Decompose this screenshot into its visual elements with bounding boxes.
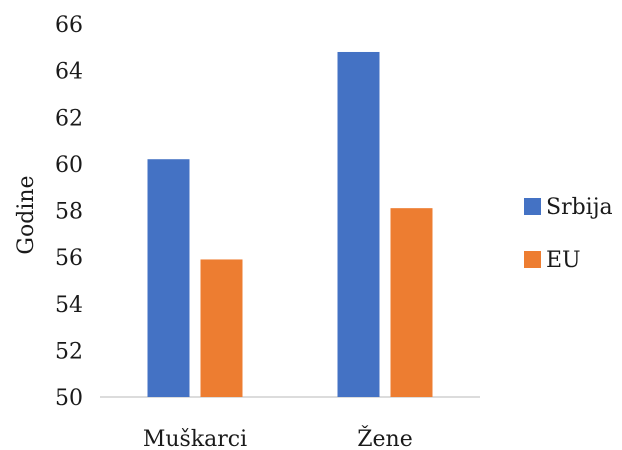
bar-eu-0 xyxy=(200,259,243,397)
x-category-label: Žene xyxy=(357,425,413,450)
y-tick-label: 64 xyxy=(55,60,83,85)
legend: Srbija EU xyxy=(524,195,613,273)
y-tick-label: 58 xyxy=(55,200,83,225)
y-tick-label: 52 xyxy=(55,339,83,364)
y-axis-title: Godine xyxy=(14,175,39,254)
x-category-label: Muškarci xyxy=(143,427,247,450)
bar-srbija-0 xyxy=(147,159,190,397)
y-tick-label: 56 xyxy=(55,246,83,271)
y-tick-label: 50 xyxy=(55,386,83,411)
bars xyxy=(147,51,433,397)
x-axis-categories: Muškarci Žene xyxy=(143,425,413,450)
legend-label-eu: EU xyxy=(546,248,581,273)
y-axis-ticks: 50 52 54 56 58 60 62 64 66 xyxy=(55,13,83,411)
y-tick-label: 54 xyxy=(55,293,83,318)
bar-srbija-1 xyxy=(337,51,380,397)
y-tick-label: 66 xyxy=(55,13,83,38)
legend-swatch-srbija xyxy=(524,198,541,215)
y-tick-label: 62 xyxy=(55,106,83,131)
legend-swatch-eu xyxy=(524,251,541,268)
y-tick-label: 60 xyxy=(55,153,83,178)
bar-eu-1 xyxy=(390,208,433,397)
legend-label-srbija: Srbija xyxy=(546,195,613,220)
